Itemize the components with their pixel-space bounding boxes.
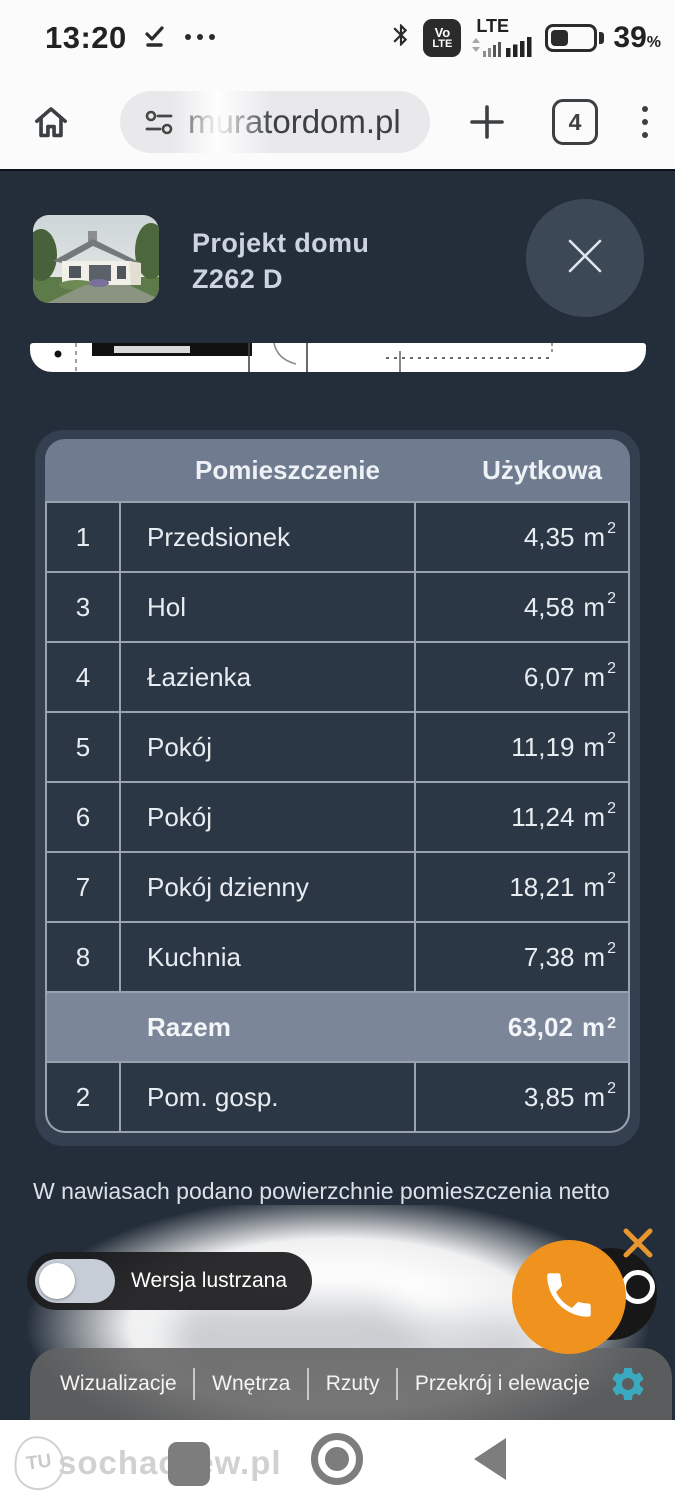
tab-wnętrza[interactable]: Wnętrza (212, 1372, 291, 1395)
floor-plan-strip[interactable] (30, 343, 646, 372)
footnote-text: W nawiasach podano powierzchnie pomieszc… (33, 1178, 610, 1204)
tab-wizualizacje[interactable]: Wizualizacje (60, 1372, 177, 1395)
call-button[interactable] (512, 1240, 626, 1354)
battery-percent: 39% (613, 20, 661, 54)
area-table-body: 1 Przedsionek 4,35 m 2 3 Hol 4,58 m 2 4 Łazienka 6,0… (45, 501, 630, 1133)
tab-divider (193, 1368, 196, 1400)
room-number-cell: 7 (47, 853, 119, 921)
tab-przekrój-i-elewacje[interactable]: Przekrój i elewacje (414, 1372, 590, 1395)
total-row: Razem 63,02 m 2 (47, 993, 628, 1061)
signal-strength-icon: LTE (470, 17, 536, 59)
column-header-area: Użytkowa (482, 454, 602, 485)
room-name-cell: Pokój (121, 713, 414, 781)
room-name-cell: Łazienka (121, 643, 414, 711)
tab-divider (396, 1368, 399, 1400)
room-name-cell: Hol (121, 573, 414, 641)
back-button[interactable] (474, 1438, 506, 1480)
room-area-cell: 6,07 m 2 (416, 643, 628, 711)
watermark-logo: TU (10, 1432, 68, 1494)
sheet-close-button[interactable] (526, 199, 644, 317)
home-icon (325, 1447, 349, 1471)
project-thumbnail[interactable] (33, 215, 159, 303)
bluetooth-icon (388, 19, 414, 56)
toggle-label: Wersja lustrzana (131, 1269, 288, 1292)
column-header-room: Pomieszczenie (195, 454, 380, 485)
room-area-cell: 11,24 m 2 (416, 783, 628, 851)
new-tab-button[interactable] (466, 101, 508, 143)
room-area-cell: 4,35 m 2 (416, 503, 628, 571)
toggle-switch[interactable] (35, 1259, 115, 1303)
browser-toolbar: muratordom.pl 4 (0, 75, 675, 171)
close-icon (562, 233, 608, 284)
android-home-button[interactable] (311, 1433, 363, 1485)
room-area-cell: 4,58 m 2 (416, 573, 628, 641)
room-name-cell: Pokój dzienny (121, 853, 414, 921)
room-number-cell: 5 (47, 713, 119, 781)
plans-tab-bar: Wizualizacje Wnętrza Rzuty Przekrój i elewa… (30, 1348, 672, 1420)
browser-menu-button[interactable] (642, 106, 648, 138)
close-icon (620, 1225, 656, 1266)
total-label: Razem (147, 1011, 231, 1042)
mirror-version-toggle[interactable]: Wersja lustrzana (27, 1252, 312, 1310)
room-name-cell: Pokój (121, 783, 414, 851)
room-number-cell: 4 (47, 643, 119, 711)
room-area-cell: 3,85 m 2 (416, 1063, 628, 1131)
room-area-cell: 11,19 m 2 (416, 713, 628, 781)
clock: 13:20 (45, 19, 127, 55)
battery-icon (545, 23, 605, 52)
room-area-cell: 7,38 m 2 (416, 923, 628, 991)
search-icon (621, 1270, 655, 1304)
room-name-cell: Kuchnia (121, 923, 414, 991)
room-number-cell: 2 (47, 1063, 119, 1131)
toggle-knob (39, 1263, 75, 1299)
room-name-cell: Przedsionek (121, 503, 414, 571)
url-text: muratordom.pl (188, 103, 401, 140)
room-number-cell: 1 (47, 503, 119, 571)
room-name-cell: Pom. gosp. (121, 1063, 414, 1131)
watermark: TU sochaczew.pl (10, 1432, 282, 1494)
area-table: Pomieszczenie Użytkowa 1 Przedsionek 4,35 m… (35, 430, 640, 1146)
download-done-icon (141, 21, 169, 54)
widget-close-button[interactable] (619, 1226, 657, 1264)
notification-overflow-icon (183, 29, 217, 47)
room-number-cell: 3 (47, 573, 119, 641)
android-navigation-bar: TU sochaczew.pl (0, 1420, 675, 1500)
page-info-icon[interactable] (142, 105, 176, 139)
volte-badge-icon: Vo LTE (423, 18, 462, 57)
gear-icon[interactable] (608, 1364, 648, 1404)
total-value: 63,02 m 2 (507, 1011, 616, 1042)
recents-button[interactable] (168, 1442, 210, 1486)
project-title: Projekt domu Z262 D (192, 228, 370, 294)
url-bar[interactable]: muratordom.pl (120, 91, 430, 153)
table-header-row: Pomieszczenie Użytkowa (45, 439, 630, 501)
tab-divider (307, 1368, 310, 1400)
phone-icon (540, 1266, 598, 1329)
browser-home-button[interactable] (28, 99, 74, 145)
tab-switcher-button[interactable]: 4 (552, 99, 598, 145)
status-bar: 13:20 Vo LTE LTE 39% (0, 0, 675, 75)
room-area-cell: 18,21 m 2 (416, 853, 628, 921)
room-number-cell: 8 (47, 923, 119, 991)
tab-rzuty[interactable]: Rzuty (325, 1372, 380, 1395)
room-number-cell: 6 (47, 783, 119, 851)
tab-items: Wizualizacje Wnętrza Rzuty Przekrój i elewa… (60, 1368, 590, 1400)
